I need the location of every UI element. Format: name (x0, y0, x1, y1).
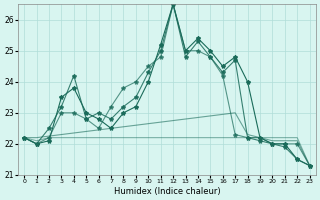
X-axis label: Humidex (Indice chaleur): Humidex (Indice chaleur) (114, 187, 220, 196)
